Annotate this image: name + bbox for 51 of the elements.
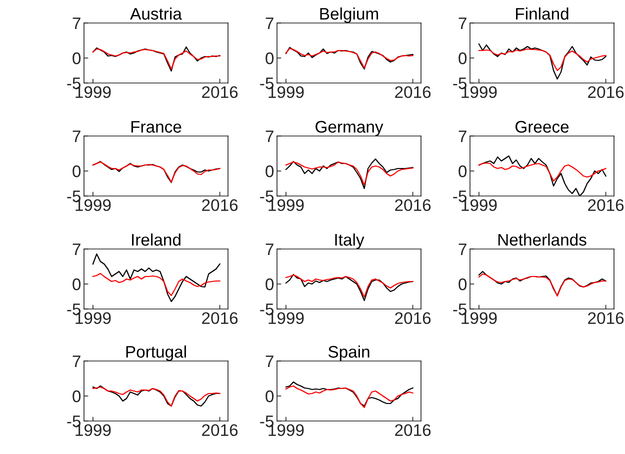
chart-title: Ireland bbox=[132, 233, 180, 246]
line-series bbox=[285, 385, 414, 408]
y-tick-label: 7 bbox=[266, 356, 274, 368]
chart-title: Belgium bbox=[320, 7, 378, 23]
x-tick-label: 2016 bbox=[395, 86, 431, 98]
chart-title: Netherlands bbox=[498, 233, 586, 246]
line-series bbox=[478, 48, 606, 72]
y-tick-label: 7 bbox=[458, 18, 466, 30]
y-tick-label: 7 bbox=[458, 130, 466, 142]
y-tick-label: 0 bbox=[266, 278, 274, 290]
y-tick-label: 0 bbox=[458, 165, 467, 178]
x-tick-label: 2016 bbox=[588, 312, 624, 324]
chart-title: Greece bbox=[516, 120, 569, 133]
line-series bbox=[478, 43, 606, 80]
y-tick-label: 7 bbox=[72, 130, 80, 142]
y-tick-label: 0 bbox=[72, 165, 81, 178]
y-tick-label: 7 bbox=[72, 244, 80, 256]
x-tick-label: 2016 bbox=[588, 199, 624, 212]
y-tick-label: 0 bbox=[72, 52, 81, 64]
line-series bbox=[92, 253, 220, 302]
y-tick-label: 7 bbox=[266, 130, 274, 142]
x-tick-label: 2016 bbox=[395, 424, 431, 436]
y-tick-label: 0 bbox=[458, 278, 467, 290]
y-tick-label: 7 bbox=[266, 18, 274, 30]
y-tick-label: 0 bbox=[72, 278, 81, 290]
x-tick-label: 2016 bbox=[395, 199, 431, 212]
y-tick-label: 7 bbox=[266, 244, 274, 256]
y-tick-label: 7 bbox=[72, 18, 80, 30]
chart-title: Germany bbox=[316, 120, 384, 136]
y-tick-label: 7 bbox=[458, 244, 466, 256]
line-series bbox=[478, 162, 606, 182]
x-tick-label: 2016 bbox=[202, 86, 238, 98]
chart-title: Austria bbox=[130, 7, 182, 20]
chart-title: Spain bbox=[328, 345, 370, 361]
x-tick-label: 2016 bbox=[588, 86, 624, 98]
x-tick-label: 2016 bbox=[202, 424, 238, 436]
line-series bbox=[285, 381, 414, 407]
y-tick-label: 0 bbox=[266, 165, 274, 178]
x-tick-label: 2016 bbox=[202, 199, 238, 212]
y-tick-label: 7 bbox=[72, 356, 80, 368]
x-tick-label: 2016 bbox=[395, 312, 431, 324]
chart-title: France bbox=[131, 121, 182, 133]
chart-title: Italy bbox=[335, 233, 364, 249]
chart-title: Finland bbox=[516, 7, 568, 20]
chart-title: Portugal bbox=[126, 345, 186, 361]
y-tick-label: 0 bbox=[72, 390, 81, 402]
line-series bbox=[92, 272, 220, 296]
y-tick-label: 0 bbox=[266, 52, 274, 64]
y-tick-label: 0 bbox=[458, 52, 467, 64]
x-tick-label: 2016 bbox=[202, 312, 238, 324]
y-tick-label: 0 bbox=[266, 390, 274, 402]
